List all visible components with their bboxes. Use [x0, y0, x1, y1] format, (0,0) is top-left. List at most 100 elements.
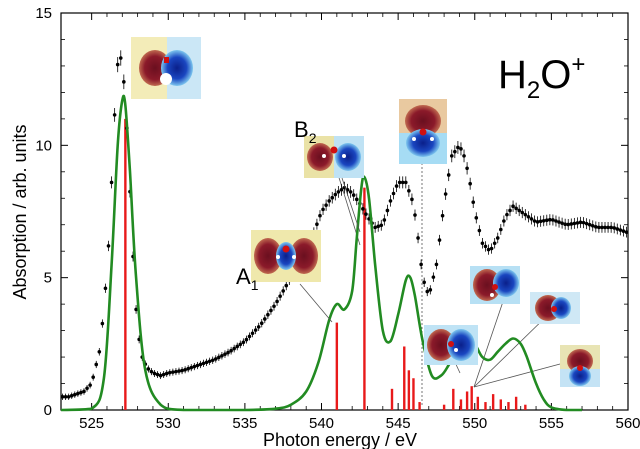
data-point — [82, 389, 86, 394]
data-point — [88, 383, 92, 387]
data-point — [327, 199, 331, 203]
data-point — [428, 288, 433, 292]
x-tick-label: 530 — [156, 415, 181, 432]
data-point — [183, 367, 187, 372]
data-point — [263, 317, 267, 321]
chart-title: H2O+ — [498, 51, 585, 104]
data-point — [373, 225, 377, 230]
annotation-label-a1: A1 — [236, 264, 259, 293]
data-point — [149, 369, 154, 374]
data-point — [364, 212, 368, 216]
data-point — [315, 222, 319, 227]
data-point — [462, 154, 466, 158]
theory-curve — [60, 94, 582, 412]
data-point — [581, 220, 586, 225]
data-point — [112, 113, 117, 117]
data-point — [520, 210, 525, 215]
data-point — [557, 220, 561, 224]
data-point — [480, 241, 485, 246]
data-point — [410, 197, 414, 202]
y-axis-label: Absorption / arb. units — [10, 124, 30, 299]
orbital-inset-image — [560, 345, 600, 387]
data-point — [256, 325, 261, 329]
data-point — [152, 371, 157, 376]
y-tick-labels: 0 5 10 15 — [35, 5, 52, 419]
data-point — [548, 217, 552, 222]
data-point — [266, 312, 270, 317]
title-sup: + — [571, 51, 585, 78]
data-point — [600, 225, 604, 230]
data-point — [232, 346, 236, 351]
y-tick-label: 5 — [44, 270, 52, 287]
data-point — [407, 189, 411, 193]
data-point — [272, 304, 276, 309]
data-point — [471, 200, 476, 205]
data-point — [351, 193, 356, 197]
data-point — [109, 180, 114, 185]
data-point — [336, 190, 341, 194]
data-point — [164, 371, 169, 376]
experiment-series — [60, 50, 629, 400]
data-point — [382, 218, 387, 222]
data-point — [213, 357, 218, 361]
data-point — [535, 220, 540, 224]
data-point — [551, 218, 555, 222]
data-point — [278, 294, 282, 298]
x-tick-label: 525 — [79, 415, 104, 432]
data-point — [505, 212, 509, 217]
leader-line — [473, 359, 576, 388]
data-point — [465, 166, 469, 171]
data-point — [161, 372, 166, 377]
data-point — [94, 362, 99, 367]
plot-frame — [60, 12, 629, 411]
data-point — [324, 203, 328, 207]
annotation-b2-sub: 2 — [309, 130, 317, 146]
data-point — [474, 216, 479, 220]
data-point — [354, 197, 359, 202]
data-point — [180, 368, 184, 373]
data-point — [195, 363, 200, 368]
data-point — [229, 348, 233, 353]
data-point — [318, 213, 322, 218]
data-point — [376, 224, 381, 229]
title-sub: 2 — [527, 77, 540, 104]
data-point — [269, 308, 273, 313]
data-point — [275, 299, 279, 304]
orbital-inset-image — [530, 292, 580, 324]
data-point — [529, 217, 534, 221]
title-main: H — [498, 53, 527, 97]
data-point — [63, 394, 68, 399]
data-point — [486, 247, 491, 252]
data-point — [508, 208, 512, 213]
data-point — [284, 283, 289, 288]
data-point — [517, 208, 521, 213]
data-point — [361, 207, 365, 211]
y-tick-label: 0 — [44, 402, 52, 419]
data-point — [106, 244, 111, 248]
data-point — [192, 364, 197, 369]
data-point — [621, 229, 626, 233]
data-point — [590, 223, 595, 228]
data-point — [483, 244, 488, 249]
orbital-inset-image — [251, 230, 321, 282]
data-point — [247, 334, 252, 339]
orbital-inset-image — [470, 266, 520, 304]
data-point — [177, 369, 181, 373]
data-point — [615, 227, 620, 231]
data-point — [174, 369, 178, 374]
data-point — [253, 328, 258, 332]
data-point — [207, 359, 212, 364]
data-point — [499, 227, 503, 232]
data-point — [456, 145, 460, 150]
annotation-b2-main: B — [294, 117, 309, 142]
data-point — [91, 375, 95, 379]
data-point — [400, 180, 405, 185]
x-tick-label: 550 — [462, 415, 487, 432]
data-point — [379, 223, 384, 228]
data-point — [339, 187, 344, 192]
leader-lines — [335, 160, 576, 405]
data-point — [241, 340, 246, 345]
data-point — [115, 62, 120, 67]
data-point — [526, 214, 531, 219]
